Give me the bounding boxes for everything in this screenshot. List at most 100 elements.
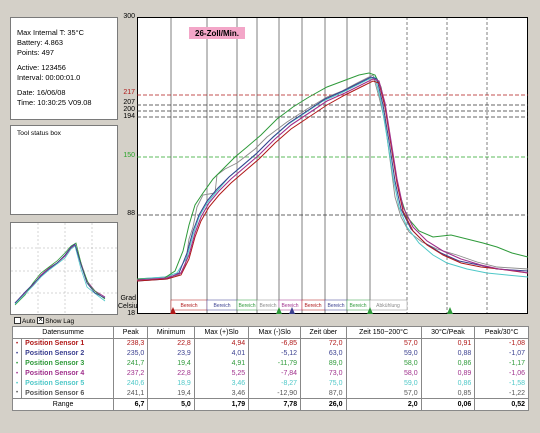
interval: Interval: 00:00:01.0 — [17, 73, 81, 82]
table-cell: 87,0 — [300, 388, 347, 399]
table-cell: 19,4 — [147, 358, 195, 369]
sensor-name: Position Sensor 2 — [21, 348, 115, 359]
table-cell: 0,86 — [420, 378, 476, 389]
zone-label-cooling: Abkühlung — [376, 303, 400, 309]
range-cell: 5,0 — [147, 398, 195, 411]
zone-label-6: Bereich — [305, 303, 322, 309]
table-cell: 18,9 — [147, 378, 195, 389]
marker-triangle-4[interactable] — [367, 307, 373, 314]
speed-label: 26-Zoll/Min. — [195, 29, 239, 38]
auto-checkbox[interactable] — [14, 317, 21, 324]
table-cell: -6,85 — [248, 338, 302, 349]
table-cell: 237,2 — [113, 368, 149, 379]
show-lag-checkbox[interactable] — [37, 315, 45, 324]
col-header-max-pos-slope: Max (+)Slo — [193, 326, 250, 339]
y-label-150: 150 — [123, 152, 135, 159]
table-cell: -1,06 — [474, 368, 529, 379]
range-row: Range 6,7 5,0 1,79 7,78 26,0 2,0 0,06 0,52 — [11, 398, 529, 411]
zone-label-7: Bereich — [328, 303, 345, 309]
table-row[interactable]: • Position Sensor 3 241,7 19,4 4,91 -11,79 89,… — [11, 358, 529, 369]
marker-triangle-1[interactable] — [170, 307, 176, 314]
sensor-name: Position Sensor 6 — [21, 388, 115, 399]
col-header-name: Datensumme — [11, 326, 115, 339]
sensor-name: Position Sensor 4 — [21, 368, 115, 379]
y-label-194: 194 — [123, 113, 135, 120]
curve-sensor-6 — [137, 74, 528, 280]
temperature-profile-plot[interactable] — [137, 17, 528, 314]
table-cell: 59,0 — [345, 378, 422, 389]
table-cell: 75,0 — [300, 378, 347, 389]
row-bullet-icon: • — [11, 378, 23, 389]
col-header-minimum: Minimum — [147, 326, 195, 339]
sensor-name: Position Sensor 1 — [21, 338, 115, 349]
info-panel: Max Internal T: 35°C Battery: 4.863 Poin… — [10, 17, 118, 120]
mini-options: Auto Show Lag — [14, 315, 75, 325]
curve-sensor-5 — [137, 76, 528, 280]
table-row[interactable]: • Position Sensor 1 238,3 22,8 4,94 -6,85 72,0… — [11, 338, 529, 349]
time-version: Time: 10:30:25 V09.08 — [17, 98, 92, 107]
table-cell: 238,3 — [113, 338, 149, 349]
y-label-top: 300 — [123, 13, 135, 20]
marker-triangle-2[interactable] — [276, 307, 282, 314]
row-bullet-icon: • — [11, 348, 23, 359]
range-cell: 0,52 — [474, 398, 529, 411]
y-label-200: 200 — [123, 106, 135, 113]
table-cell: 23,9 — [147, 348, 195, 359]
table-cell: 0,89 — [420, 368, 476, 379]
table-cell: 0,88 — [420, 348, 476, 359]
table-cell: -1,58 — [474, 378, 529, 389]
y-label-18: 18 — [127, 310, 135, 317]
table-cell: 0,85 — [420, 388, 476, 399]
range-cell: 26,0 — [300, 398, 347, 411]
row-bullet-icon: • — [11, 368, 23, 379]
table-cell: 235,0 — [113, 348, 149, 359]
table-cell: -7,84 — [248, 368, 302, 379]
col-header-peak: Peak — [113, 326, 149, 339]
table-cell: 5,25 — [193, 368, 250, 379]
marker-triangle-5[interactable] — [447, 307, 453, 314]
range-cell: 7,78 — [248, 398, 302, 411]
range-label: Range — [11, 398, 115, 411]
marker-triangle-3[interactable] — [289, 307, 295, 314]
curve-sensor-3 — [137, 72, 528, 280]
zone-label-3: Bereich — [239, 303, 256, 309]
table-cell: 4,91 — [193, 358, 250, 369]
sensor-summary-table: Datensumme Peak Minimum Max (+)Slo Max (… — [11, 326, 529, 411]
table-cell: 22,8 — [147, 338, 195, 349]
sensor-name: Position Sensor 3 — [21, 358, 115, 369]
table-cell: 72,0 — [300, 338, 347, 349]
zone-label-1: Bereich — [181, 303, 198, 309]
table-cell: 3,46 — [193, 378, 250, 389]
table-cell: -8,27 — [248, 378, 302, 389]
range-cell: 1,79 — [193, 398, 250, 411]
active-id: Active: 123456 — [17, 63, 66, 72]
table-cell: 240,6 — [113, 378, 149, 389]
table-cell: 241,1 — [113, 388, 149, 399]
range-cell: 2,0 — [345, 398, 422, 411]
row-bullet-icon: • — [11, 358, 23, 369]
curve-sensor-1 — [137, 80, 528, 282]
table-cell: -1,17 — [474, 358, 529, 369]
table-cell: -1,07 — [474, 348, 529, 359]
table-cell: -11,79 — [248, 358, 302, 369]
table-row[interactable]: • Position Sensor 5 240,6 18,9 3,46 -8,27 75,0… — [11, 378, 529, 389]
col-header-max-neg-slope: Max (-)Slo — [248, 326, 302, 339]
table-row[interactable]: • Position Sensor 2 235,0 23,9 4,01 -5,12 63,0… — [11, 348, 529, 359]
points-count: Points: 497 — [17, 48, 54, 57]
table-cell: 57,0 — [345, 338, 422, 349]
table-row[interactable]: • Position Sensor 6 241,1 19,4 3,46 -12,90 87,… — [11, 388, 529, 399]
mini-profile-plot[interactable] — [10, 222, 118, 315]
table-cell: -1,08 — [474, 338, 529, 349]
zone-label-8: Bereich — [350, 303, 367, 309]
col-header-30-peak: 30°C/Peak — [420, 326, 476, 339]
table-cell: 0,86 — [420, 358, 476, 369]
curve-sensor-4 — [137, 78, 528, 281]
table-row[interactable]: • Position Sensor 4 237,2 22,8 5,25 -7,84 73,0… — [11, 368, 529, 379]
show-lag-label: Show Lag — [45, 318, 75, 325]
table-cell: 63,0 — [300, 348, 347, 359]
tool-status-box: Tool status box — [10, 125, 118, 215]
speed-badge — [189, 27, 245, 39]
table-cell: 241,7 — [113, 358, 149, 369]
table-cell: 4,01 — [193, 348, 250, 359]
max-internal-temp: Max Internal T: 35°C — [17, 28, 84, 37]
